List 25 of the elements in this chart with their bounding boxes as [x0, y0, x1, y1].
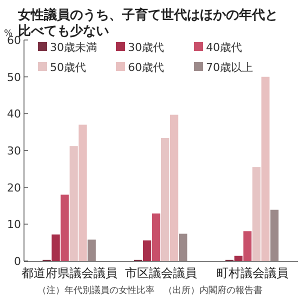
- bar: [243, 231, 252, 261]
- y-tick-label: 30: [7, 144, 21, 158]
- legend-label: 30歳代: [128, 41, 164, 54]
- y-tick-label: 10: [7, 218, 21, 232]
- y-tick-label: 20: [7, 181, 21, 194]
- x-tick-label: 市区議会議員: [125, 266, 197, 280]
- legend-label: 70歳以上: [206, 61, 253, 74]
- bar: [152, 213, 160, 261]
- legend-label: 50歳代: [50, 61, 86, 74]
- bar: [179, 234, 188, 261]
- x-tick-label: 町村議会議員: [216, 266, 288, 280]
- y-tick-label: 0: [14, 255, 21, 268]
- bar: [52, 234, 60, 261]
- x-tick-label: 都道府県議会議員: [22, 266, 118, 280]
- bar: [234, 256, 243, 261]
- bar: [88, 240, 96, 261]
- legend-label: 60歳代: [128, 61, 164, 74]
- bar: [270, 210, 279, 261]
- y-tick-label: 50: [7, 70, 21, 84]
- y-tick-label: 40: [7, 108, 21, 121]
- bar: [143, 240, 152, 261]
- text: （注）年代別議員の女性比率 （出所）内閣府の報告書: [38, 286, 262, 296]
- legend-label: 40歳代: [206, 41, 242, 54]
- legend-label: 30歳未満: [50, 41, 97, 54]
- bar: [60, 194, 69, 261]
